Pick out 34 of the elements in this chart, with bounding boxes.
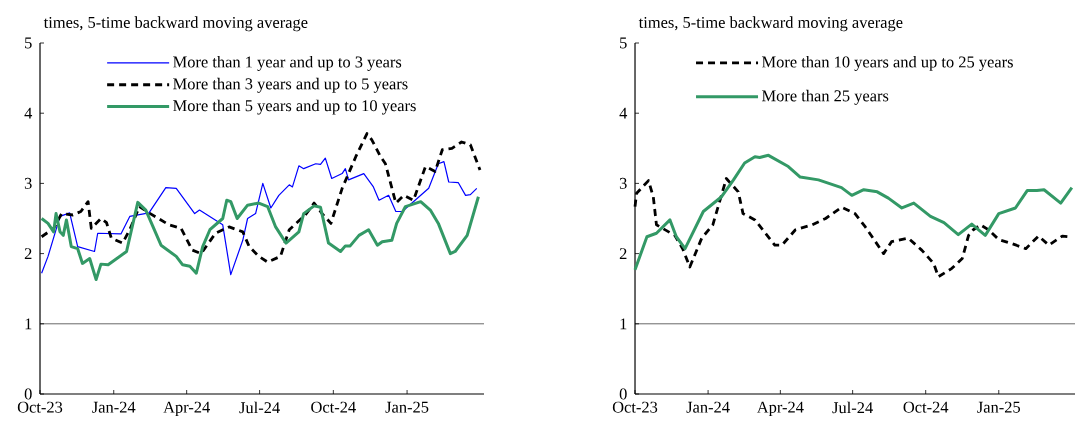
legend-label: More than 1 year and up to 3 years: [173, 55, 402, 71]
y-tick-label: 4: [24, 107, 33, 119]
y-tick-label: 3: [619, 177, 627, 189]
line-series: [40, 195, 480, 282]
line-series: [41, 157, 478, 276]
x-tick-label: Oct-24: [903, 401, 949, 413]
x-tick-label: Jul-24: [832, 401, 873, 414]
y-tick-label: 1: [620, 318, 627, 330]
y-axis-title: times, 5-time backward moving average: [638, 16, 903, 32]
y-tick-label: 0: [619, 388, 627, 400]
x-tick-label: Oct-23: [612, 401, 658, 413]
x-tick-label: Jan-24: [686, 401, 730, 413]
x-tick-label: Oct-24: [311, 401, 356, 413]
legend-label: More than 5 years and up to 10 years: [173, 99, 416, 115]
x-tick-label: Apr-24: [163, 401, 210, 417]
legend-label: More than 3 years and up to 5 years: [173, 77, 408, 93]
y-tick-label: 3: [24, 177, 32, 189]
legend-label: More than 25 years: [761, 89, 889, 105]
x-tick-label: Oct-23: [17, 401, 63, 413]
y-tick-label: 2: [24, 248, 32, 260]
x-tick-label: Jul-24: [239, 401, 280, 414]
y-tick-label: 5: [620, 37, 627, 49]
x-tick-label: Jan-25: [385, 401, 429, 413]
x-tick-label: Jan-25: [977, 401, 1021, 413]
y-tick-label: 0: [24, 388, 32, 400]
y-tick-label: 4: [619, 107, 628, 119]
y-tick-label: 1: [25, 318, 32, 330]
y-axis-title: times, 5-time backward moving average: [43, 16, 308, 32]
line-series: [633, 153, 1074, 272]
y-tick-label: 2: [619, 248, 627, 260]
x-tick-label: Jan-24: [92, 401, 136, 413]
legend-label: More than 10 years and up to 25 years: [761, 55, 1013, 71]
x-tick-label: Apr-24: [756, 401, 804, 417]
y-tick-label: 5: [25, 37, 32, 49]
